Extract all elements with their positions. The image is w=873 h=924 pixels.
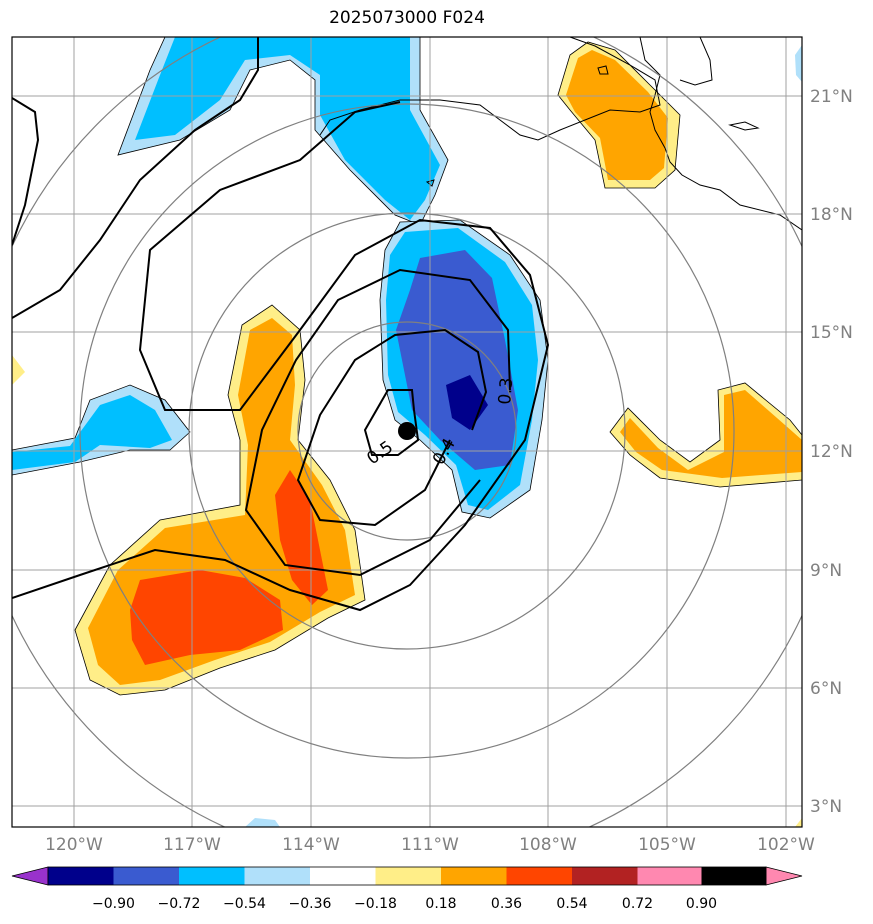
colorbar-segment bbox=[310, 867, 376, 885]
lat-label: 3°N bbox=[810, 797, 842, 817]
colorbar-tick-label: 0.36 bbox=[491, 896, 522, 912]
lon-label: 105°W bbox=[638, 835, 696, 855]
colorbar-extend-low bbox=[12, 867, 48, 885]
colorbar-segment bbox=[245, 867, 311, 885]
lat-label: 9°N bbox=[810, 561, 842, 581]
latitude-labels: 21°N 18°N 15°N 12°N 9°N 6°N 3°N bbox=[810, 87, 853, 817]
colorbar-segment bbox=[48, 867, 114, 885]
lon-label: 117°W bbox=[163, 835, 221, 855]
colorbar-tick-label: −0.18 bbox=[354, 896, 397, 912]
colorbar-tick-label: −0.36 bbox=[289, 896, 332, 912]
colorbar-extend-high bbox=[766, 867, 802, 885]
colorbar-tick-label: −0.72 bbox=[158, 896, 201, 912]
storm-center-marker bbox=[398, 422, 416, 440]
colorbar-labels: −0.90 −0.72 −0.54 −0.36 −0.18 0.18 0.36 … bbox=[92, 896, 717, 912]
negative-edge-south bbox=[245, 818, 280, 827]
lon-label: 102°W bbox=[757, 835, 815, 855]
lon-label: 120°W bbox=[45, 835, 103, 855]
lat-label: 6°N bbox=[810, 679, 842, 699]
colorbar-segment bbox=[507, 867, 573, 885]
negative-edge-northeast bbox=[795, 45, 802, 82]
colorbar-segment bbox=[572, 867, 638, 885]
colorbar-segment bbox=[702, 867, 767, 885]
positive-edge-southeast bbox=[795, 818, 802, 827]
colorbar-tick-label: 0.90 bbox=[686, 896, 717, 912]
lat-label: 15°N bbox=[810, 323, 853, 343]
colorbar-segment bbox=[179, 867, 245, 885]
colorbar-segment bbox=[114, 867, 180, 885]
colorbar-tick-label: 0.18 bbox=[425, 896, 456, 912]
positive-edge-west bbox=[12, 355, 25, 385]
colorbar-tick-label: 0.54 bbox=[556, 896, 587, 912]
contour-label-0.3: 0.3 bbox=[495, 377, 517, 406]
negative-core-north bbox=[135, 37, 440, 220]
colorbar-tick-label: 0.72 bbox=[622, 896, 653, 912]
lon-label: 108°W bbox=[519, 835, 577, 855]
lon-label: 114°W bbox=[282, 835, 340, 855]
colorbar-segment bbox=[376, 867, 442, 885]
lat-label: 21°N bbox=[810, 87, 853, 107]
lon-label: 111°W bbox=[401, 835, 459, 855]
contour-outer-3 bbox=[12, 98, 38, 245]
colorbar-tick-label: −0.54 bbox=[223, 896, 266, 912]
lat-label: 18°N bbox=[810, 205, 853, 225]
colorbar-segment bbox=[638, 867, 702, 885]
colorbar: −0.90 −0.72 −0.54 −0.36 −0.18 0.18 0.36 … bbox=[12, 867, 802, 912]
longitude-labels: 120°W 117°W 114°W 111°W 108°W 105°W 102°… bbox=[45, 835, 815, 855]
colorbar-segment bbox=[441, 867, 507, 885]
positive-core-northeast bbox=[566, 50, 668, 180]
lat-label: 12°N bbox=[810, 442, 853, 462]
colorbar-tick-label: −0.90 bbox=[92, 896, 135, 912]
